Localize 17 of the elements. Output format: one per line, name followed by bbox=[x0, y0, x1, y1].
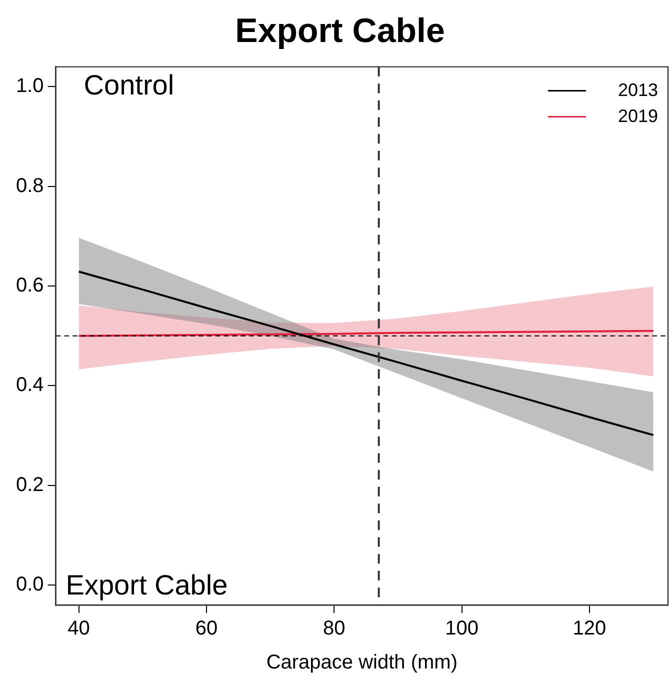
x-tick-label: 100 bbox=[445, 618, 478, 640]
legend-label: 2019 bbox=[618, 106, 658, 126]
x-axis-title: Carapace width (mm) bbox=[266, 652, 458, 674]
chart-title: Export Cable bbox=[235, 12, 445, 50]
y-tick-label: 0.2 bbox=[16, 474, 44, 496]
y-tick-label: 0.4 bbox=[16, 374, 44, 396]
y-tick-label: 1.0 bbox=[16, 75, 44, 98]
y-tick-label: 0.6 bbox=[16, 274, 44, 297]
x-tick-label: 40 bbox=[68, 618, 90, 640]
annotation: Control bbox=[84, 70, 174, 101]
annotation: Export Cable bbox=[66, 570, 228, 601]
y-tick-label: 0.0 bbox=[16, 574, 44, 596]
x-tick-label: 120 bbox=[572, 618, 606, 640]
x-tick-label: 80 bbox=[323, 618, 346, 640]
x-tick-label: 60 bbox=[195, 618, 218, 640]
y-tick-label: 0.8 bbox=[16, 174, 44, 197]
legend-label: 2013 bbox=[618, 80, 658, 100]
